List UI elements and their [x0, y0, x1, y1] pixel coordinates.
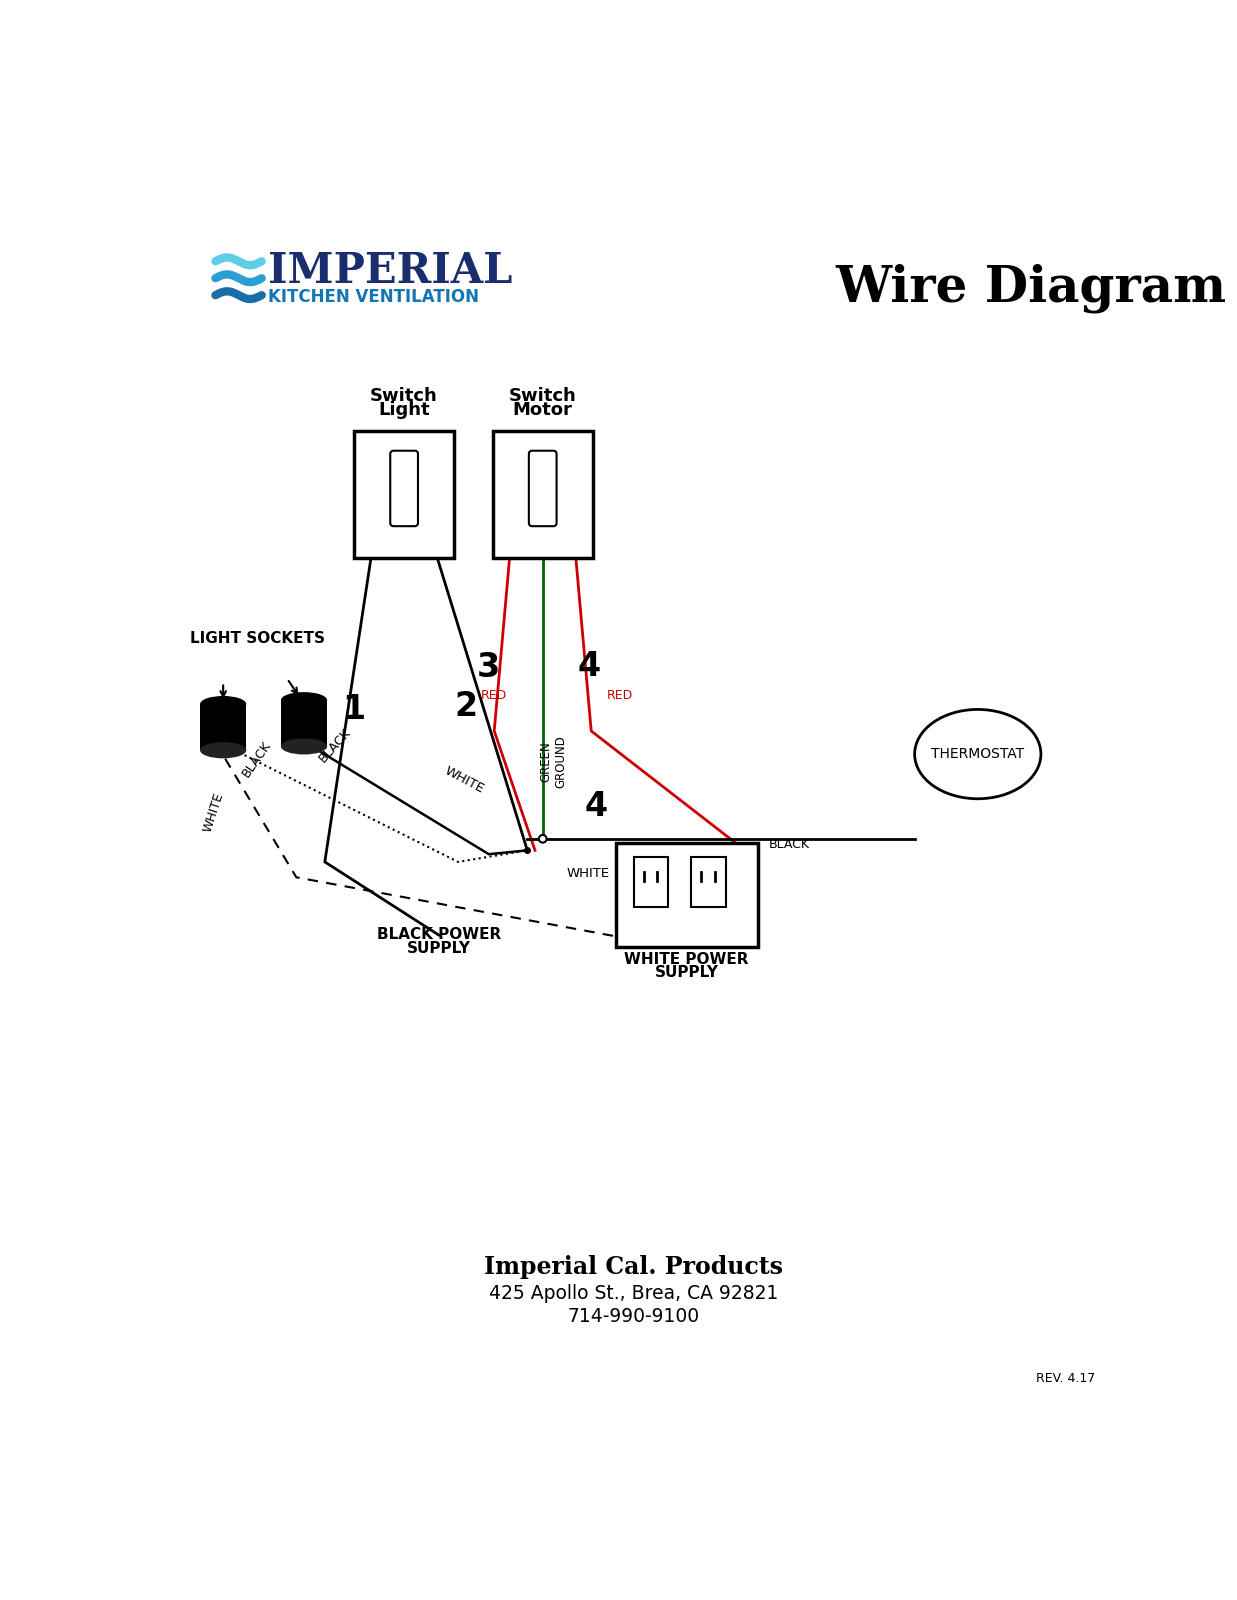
Text: WHITE: WHITE	[200, 790, 225, 834]
Text: 3: 3	[477, 651, 501, 685]
Text: BLACK POWER: BLACK POWER	[376, 926, 501, 942]
Bar	[492, 430, 593, 558]
FancyBboxPatch shape	[529, 451, 557, 526]
Bar	[281, 701, 327, 746]
Ellipse shape	[914, 709, 1040, 798]
Text: LIGHT SOCKETS: LIGHT SOCKETS	[190, 632, 325, 646]
Text: 714-990-9100: 714-990-9100	[568, 1307, 700, 1326]
Text: 1: 1	[343, 693, 366, 726]
Text: 4: 4	[578, 650, 600, 683]
Ellipse shape	[200, 742, 246, 758]
Bar	[200, 704, 246, 750]
Ellipse shape	[281, 738, 327, 755]
Text: REV. 4.17: REV. 4.17	[1035, 1371, 1095, 1384]
Text: GREEN
GROUND: GREEN GROUND	[539, 736, 568, 789]
Bar	[691, 856, 726, 907]
Text: RED: RED	[606, 688, 633, 702]
Text: IMPERIAL: IMPERIAL	[268, 250, 512, 291]
Text: Motor: Motor	[513, 402, 573, 419]
Text: 4: 4	[585, 790, 609, 822]
Text: Light: Light	[379, 402, 430, 419]
Text: THERMOSTAT: THERMOSTAT	[931, 747, 1024, 762]
Text: WHITE: WHITE	[442, 763, 486, 795]
Text: WHITE: WHITE	[567, 867, 610, 880]
Text: WHITE POWER: WHITE POWER	[625, 952, 748, 966]
Text: 425 Apollo St., Brea, CA 92821: 425 Apollo St., Brea, CA 92821	[489, 1285, 778, 1304]
Bar	[354, 430, 454, 558]
Text: BLACK: BLACK	[239, 739, 273, 781]
Text: Wire Diagram PS & BP: Wire Diagram PS & BP	[835, 264, 1237, 314]
Text: Switch: Switch	[508, 387, 576, 405]
Text: Imperial Cal. Products: Imperial Cal. Products	[484, 1254, 783, 1278]
Ellipse shape	[281, 693, 327, 709]
Bar	[633, 856, 668, 907]
Ellipse shape	[200, 696, 246, 712]
Text: SUPPLY: SUPPLY	[407, 941, 471, 955]
Text: SUPPLY: SUPPLY	[654, 965, 719, 981]
Text: Switch: Switch	[370, 387, 438, 405]
Text: 2: 2	[454, 690, 477, 723]
Text: BLACK: BLACK	[317, 726, 354, 765]
Text: KITCHEN VENTILATION: KITCHEN VENTILATION	[268, 288, 479, 307]
Text: BLACK: BLACK	[768, 838, 810, 851]
Bar	[616, 843, 758, 947]
Text: RED: RED	[480, 688, 507, 702]
Ellipse shape	[539, 835, 547, 843]
FancyBboxPatch shape	[390, 451, 418, 526]
